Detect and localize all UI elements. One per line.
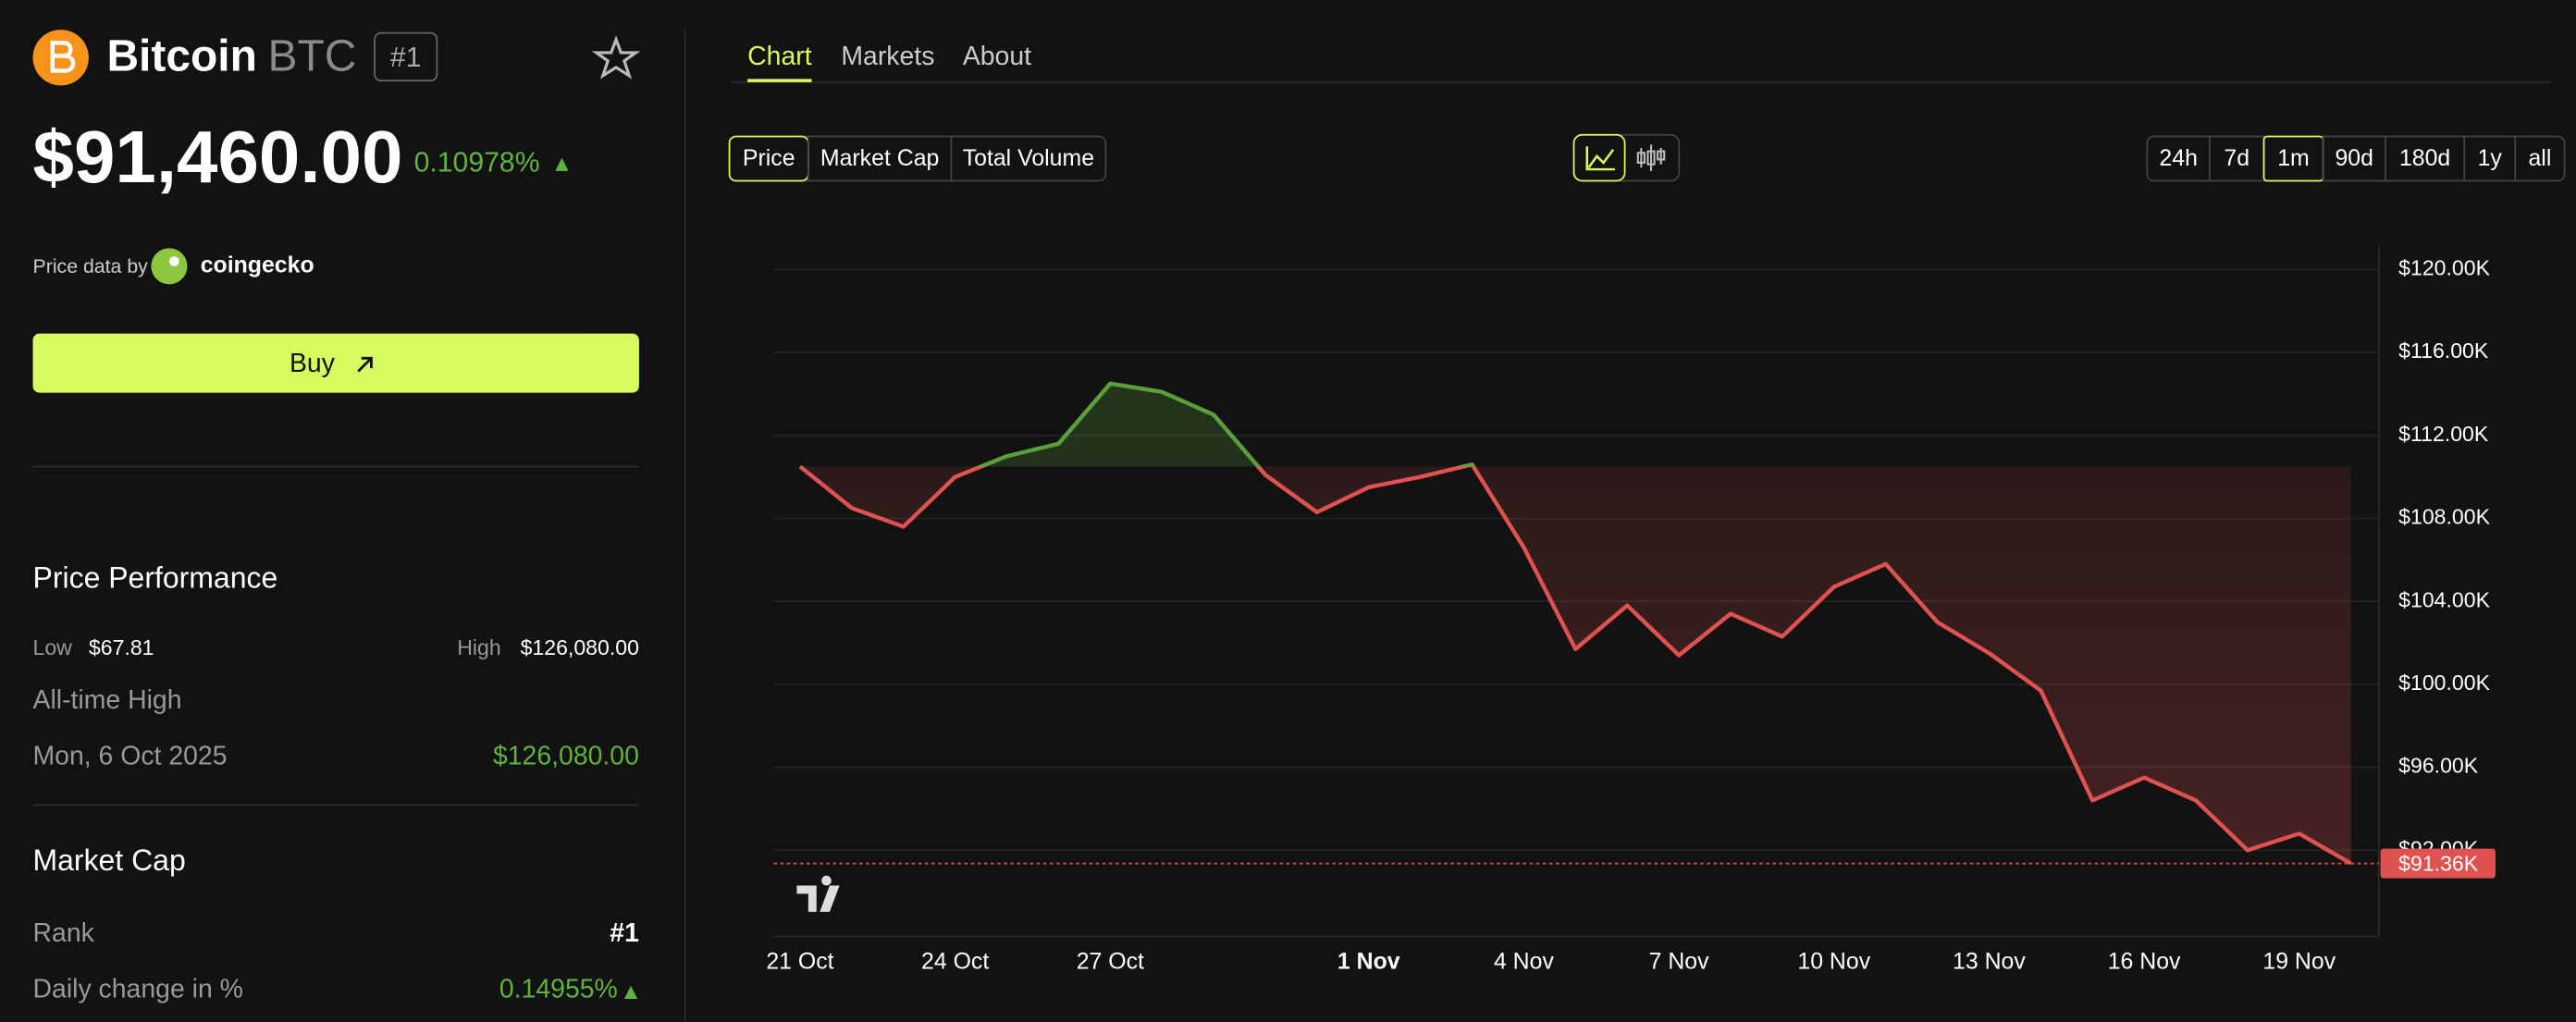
favorite-star[interactable] <box>591 35 641 80</box>
x-tick-label: 24 Oct <box>921 949 989 975</box>
x-tick-label: 4 Nov <box>1494 949 1555 975</box>
up-arrow <box>555 157 569 171</box>
daily-change-label: Daily change in % <box>33 975 243 1004</box>
low-value: $67.81 <box>89 635 154 659</box>
x-tick-label: 16 Nov <box>2108 949 2181 975</box>
rank-value: #1 <box>610 918 639 948</box>
area-below <box>799 466 2351 864</box>
x-tick-label: 27 Oct <box>1077 949 1144 975</box>
coin-logo-glyph <box>50 41 76 73</box>
low-label: Low <box>33 635 73 659</box>
range-button[interactable]: 7d <box>2224 145 2249 171</box>
up-arrow <box>623 985 638 1000</box>
x-tick-label: 1 Nov <box>1337 949 1400 975</box>
section-title: Market Cap <box>33 843 186 877</box>
price-line <box>798 466 2352 866</box>
tab[interactable]: About <box>963 42 1031 71</box>
metric-button[interactable]: Market Cap <box>820 145 940 171</box>
provider-name: coingecko <box>201 252 314 277</box>
high-label: High <box>457 635 500 659</box>
x-tick-label: 10 Nov <box>1797 949 1870 975</box>
range-button[interactable]: 90d <box>2335 145 2373 171</box>
metric-button[interactable]: Total Volume <box>963 145 1094 171</box>
buy-button[interactable] <box>32 333 639 393</box>
candle-style-button[interactable] <box>1636 144 1666 171</box>
price-line-above <box>799 381 1476 467</box>
provider-logo <box>151 248 188 285</box>
x-tick-label: 19 Nov <box>2262 949 2336 975</box>
range-button[interactable]: 1m <box>2277 145 2310 171</box>
y-tick-label: $96.00K <box>2398 754 2479 778</box>
ath-value: $126,080.00 <box>493 741 639 770</box>
rank-label: Rank <box>33 918 95 948</box>
daily-change-value: 0.14955% <box>499 975 618 1004</box>
last-price-label: $91.36K <box>2398 851 2479 875</box>
buy-arrow <box>357 356 373 373</box>
y-tick-label: $120.00K <box>2398 256 2490 280</box>
ath-label: All-time High <box>33 685 182 715</box>
range-button[interactable]: 1y <box>2478 145 2503 171</box>
range-button[interactable]: all <box>2528 145 2551 171</box>
tradingview-logo <box>796 875 840 912</box>
range-group <box>2146 135 2566 182</box>
y-tick-label: $108.00K <box>2398 505 2490 529</box>
line-style-button[interactable] <box>1572 133 1626 182</box>
section-title: Price Performance <box>33 561 278 595</box>
y-tick-label: $112.00K <box>2398 422 2489 446</box>
provider-logo-eye <box>168 256 179 266</box>
line-icon <box>1585 146 1615 171</box>
high-value: $126,080.00 <box>521 635 639 659</box>
buy-button-text: Buy <box>290 349 336 378</box>
ath-date: Mon, 6 Oct 2025 <box>33 741 228 770</box>
coin-name: Bitcoin <box>106 32 256 81</box>
rank-badge <box>374 31 438 82</box>
y-tick-label: $116.00K <box>2398 339 2489 363</box>
price-change: 0.10978% <box>414 148 540 179</box>
y-tick-label: $100.00K <box>2398 671 2490 695</box>
x-tick-label: 7 Nov <box>1649 949 1710 975</box>
range-button[interactable]: 180d <box>2399 145 2450 171</box>
y-tick-label: $104.00K <box>2398 587 2490 611</box>
tab[interactable]: Chart <box>747 42 812 71</box>
last-price-badge <box>2380 848 2496 879</box>
rank-badge-text: #1 <box>390 43 422 73</box>
coin-symbol: BTC <box>268 32 357 81</box>
x-tick-label: 13 Nov <box>1953 949 2026 975</box>
price: $91,460.00 <box>33 116 403 198</box>
tab[interactable]: Markets <box>841 42 934 71</box>
x-tick-label: 21 Oct <box>766 949 833 975</box>
price-data-by: Price data by <box>33 255 149 277</box>
metric-button[interactable]: Price <box>743 145 795 171</box>
range-button[interactable]: 24h <box>2159 145 2197 171</box>
